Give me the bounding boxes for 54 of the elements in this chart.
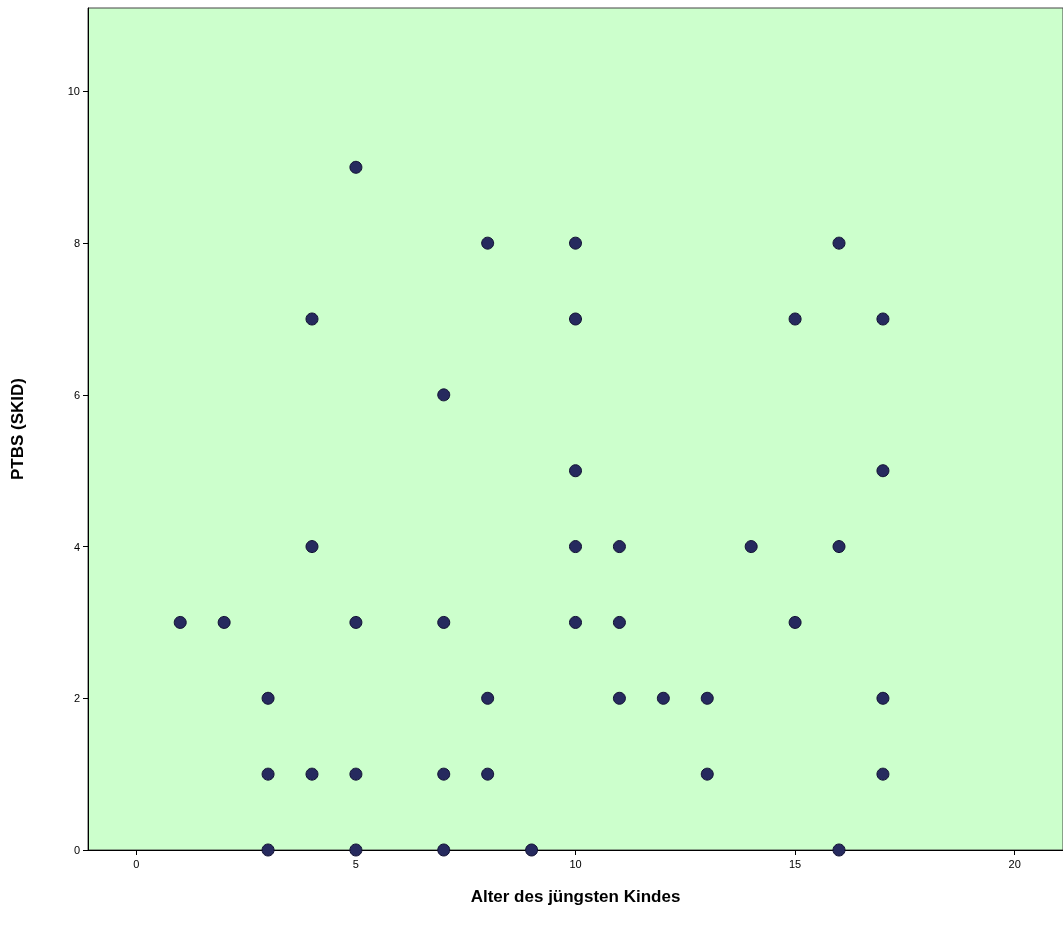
x-tick-label: 5 [352,857,359,870]
point [788,615,802,629]
point [876,312,890,326]
y-tick-label: 6 [73,388,80,401]
y-tick-label: 8 [73,237,80,250]
point [261,843,275,857]
point [525,843,539,857]
point [832,540,846,554]
point [832,236,846,250]
y-axis-title: PTBS (SKID) [8,378,27,480]
point [349,767,363,781]
point [569,312,582,326]
point [437,767,451,781]
point [569,540,582,554]
point [305,540,319,554]
y-tick-label: 2 [73,692,80,705]
point [788,312,802,326]
point [437,388,451,402]
point [876,691,890,705]
x-tick-label: 0 [133,857,140,870]
point [612,615,626,629]
x-tick-label: 10 [569,857,582,870]
point [173,615,187,629]
point [656,691,670,705]
point [261,767,275,781]
point [612,540,626,554]
point [700,691,714,705]
point [349,615,363,629]
y-tick-label: 0 [73,844,80,856]
point [481,691,495,705]
point [305,767,319,781]
point [876,464,890,478]
point [700,767,714,781]
point [437,843,451,857]
point [217,615,231,629]
point [481,236,495,250]
x-tick-label: 15 [788,857,802,870]
point [744,540,758,554]
point [832,843,846,857]
point [481,767,495,781]
point [569,615,582,629]
point [349,843,363,857]
point [437,615,451,629]
point [612,691,626,705]
point [876,767,890,781]
point [569,236,582,250]
point [349,160,363,174]
point [305,312,319,326]
point [261,691,275,705]
y-tick-label: 4 [73,540,80,553]
x-axis-title: Alter des jüngsten Kindes [470,887,681,906]
x-tick-label: 20 [1008,857,1021,870]
point [569,464,582,478]
y-tick-label: 10 [67,85,80,98]
